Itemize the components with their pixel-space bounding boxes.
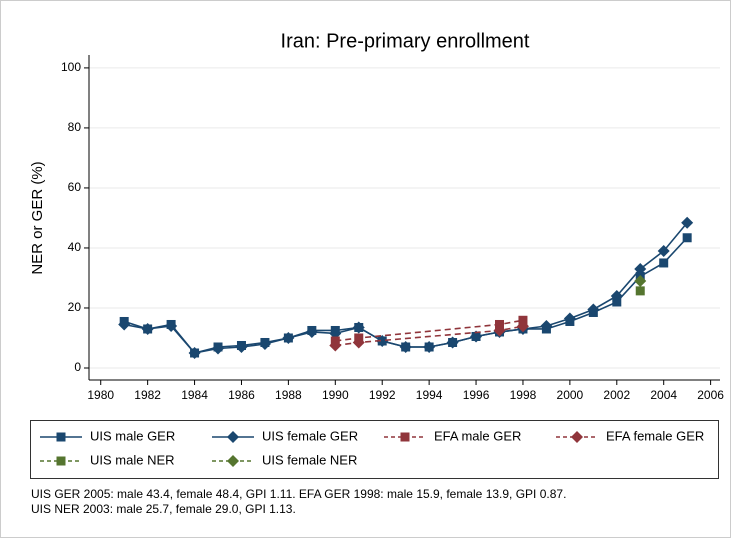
data-point	[634, 274, 647, 287]
data-point	[118, 318, 131, 331]
x-tick-label: 1990	[322, 388, 349, 402]
data-point	[235, 340, 248, 353]
y-tick-label: 100	[61, 60, 81, 74]
x-tick-label: 1980	[87, 388, 114, 402]
data-point	[659, 258, 669, 268]
data-point	[682, 233, 692, 243]
data-point	[681, 216, 694, 229]
y-tick-label: 40	[68, 240, 82, 254]
data-point	[376, 334, 389, 347]
y-tick-label: 60	[68, 180, 82, 194]
legend-label: UIS female NER	[262, 452, 357, 467]
legend-label: UIS male NER	[90, 452, 175, 467]
data-point	[423, 340, 436, 353]
data-point	[329, 339, 342, 352]
y-tick-label: 80	[68, 120, 82, 134]
data-point	[563, 312, 576, 325]
data-point	[446, 336, 459, 349]
legend-label: EFA male GER	[434, 428, 521, 443]
data-point	[540, 319, 553, 332]
x-tick-label: 1998	[510, 388, 537, 402]
chart-title: Iran: Pre-primary enrollment	[281, 30, 530, 52]
data-point	[657, 244, 670, 257]
data-point	[399, 340, 412, 353]
legend-marker	[227, 455, 239, 467]
data-point	[495, 319, 505, 329]
data-point	[329, 327, 342, 340]
note: UIS GER 2005: male 43.4, female 48.4, GP…	[31, 487, 566, 501]
legend-marker	[56, 432, 66, 442]
data-point	[493, 324, 506, 337]
x-tick-label: 1988	[275, 388, 302, 402]
legend-box	[30, 420, 719, 479]
y-tick-label: 20	[68, 300, 82, 314]
legend-marker	[400, 432, 410, 442]
x-tick-label: 1986	[228, 388, 255, 402]
data-point	[518, 315, 528, 325]
data-point	[282, 331, 295, 344]
y-axis-label: NER or GER (%)	[29, 161, 46, 274]
data-point	[587, 303, 600, 316]
x-tick-label: 2004	[650, 388, 677, 402]
x-tick-label: 1992	[369, 388, 396, 402]
x-tick-label: 2002	[603, 388, 630, 402]
x-tick-label: 1994	[416, 388, 443, 402]
data-point	[188, 346, 201, 359]
x-tick-label: 1984	[181, 388, 208, 402]
legend-label: UIS female GER	[262, 428, 358, 443]
series-line	[335, 325, 524, 347]
x-tick-label: 1982	[134, 388, 161, 402]
y-tick-label: 0	[74, 360, 81, 374]
data-point	[212, 342, 225, 355]
data-point	[258, 337, 271, 350]
x-tick-label: 1996	[463, 388, 490, 402]
legend-marker	[571, 431, 583, 443]
data-point	[165, 319, 178, 332]
data-point	[470, 330, 483, 343]
data-point	[634, 262, 647, 275]
legend-label: UIS male GER	[90, 428, 175, 443]
legend-marker	[56, 456, 66, 466]
x-tick-label: 2006	[697, 388, 724, 402]
data-point	[516, 320, 529, 333]
legend-marker	[227, 431, 239, 443]
series-line	[335, 319, 524, 342]
data-point	[612, 297, 622, 307]
data-point	[352, 336, 365, 349]
data-point	[305, 325, 318, 338]
data-point	[352, 321, 365, 334]
note: UIS NER 2003: male 25.7, female 29.0, GP…	[31, 502, 296, 516]
legend-label: EFA female GER	[606, 428, 704, 443]
x-tick-label: 2000	[557, 388, 584, 402]
data-point	[635, 286, 645, 296]
data-point	[610, 289, 623, 302]
data-point	[141, 322, 154, 335]
